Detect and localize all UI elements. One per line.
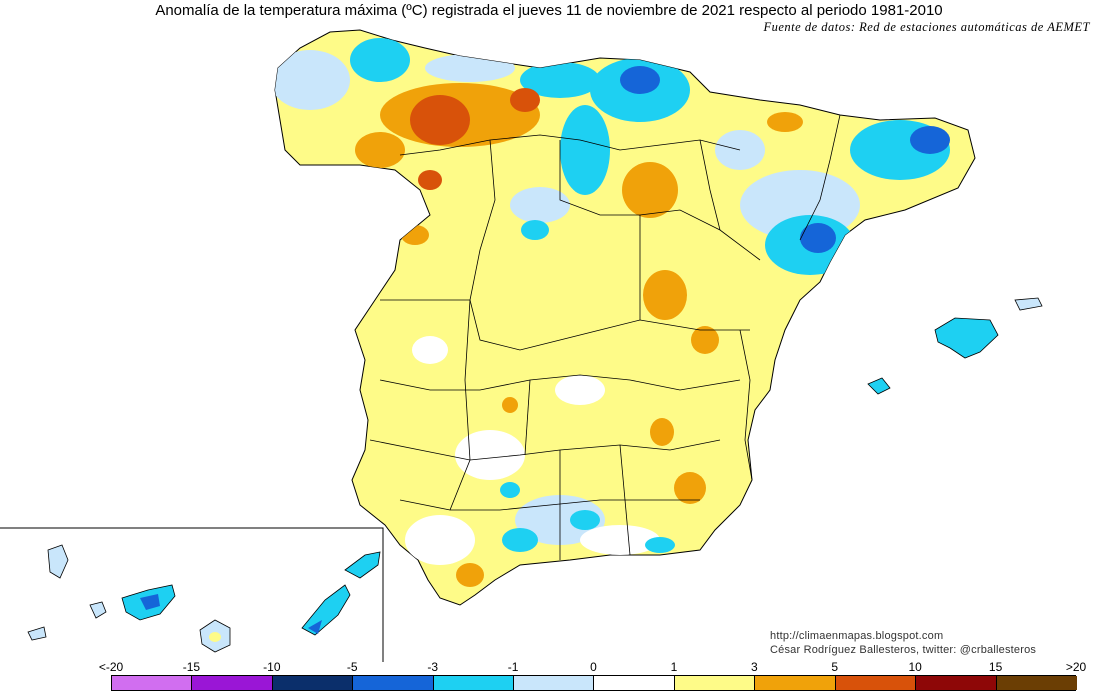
balearic-islands [867, 297, 1043, 395]
legend-tick-label: -3 [427, 660, 438, 674]
canary-inset [0, 527, 384, 662]
legend-swatch [594, 676, 675, 690]
legend-tick-label: 1 [670, 660, 678, 674]
anomaly-regions [275, 38, 950, 587]
legend-bar [111, 675, 1077, 691]
legend-swatch [192, 676, 273, 690]
data-source: Fuente de datos: Red de estaciones autom… [763, 20, 1090, 34]
legend-swatch [112, 676, 193, 690]
legend-tick-label: -15 [182, 660, 201, 674]
credit-author: César Rodríguez Ballesteros, twitter: @c… [770, 644, 1037, 656]
map-title: Anomalía de la temperatura máxima (ºC) r… [155, 2, 943, 19]
legend-swatch [433, 676, 515, 690]
legend-tick-label: 3 [750, 660, 758, 674]
legend-swatch [755, 676, 836, 690]
legend-swatch [674, 676, 756, 690]
legend-tick-label: 0 [590, 660, 597, 674]
legend-swatch [514, 676, 595, 690]
legend-tick-label: 10 [908, 660, 922, 674]
legend-swatch [996, 676, 1077, 690]
legend-tick-label: 15 [988, 660, 1003, 674]
legend-tick-label: <-20 [98, 660, 124, 674]
region-borders [369, 114, 841, 560]
legend-tick-label: 5 [831, 660, 839, 674]
legend-tick-label: -10 [263, 660, 281, 674]
legend-swatch [272, 676, 354, 690]
color-legend: <-20 -15 -10 -5 -3 -1 0 1 3 5 10 15 >20 [0, 660, 1098, 696]
legend-tick-label: >20 [1065, 660, 1087, 674]
legend-tick-label: -5 [346, 660, 358, 674]
credit-url: http://climaenmapas.blogspot.com [770, 630, 944, 642]
legend-swatch [353, 676, 434, 690]
legend-tick-label: -1 [507, 660, 519, 674]
legend-swatch [916, 676, 997, 690]
legend-swatch [835, 676, 917, 690]
